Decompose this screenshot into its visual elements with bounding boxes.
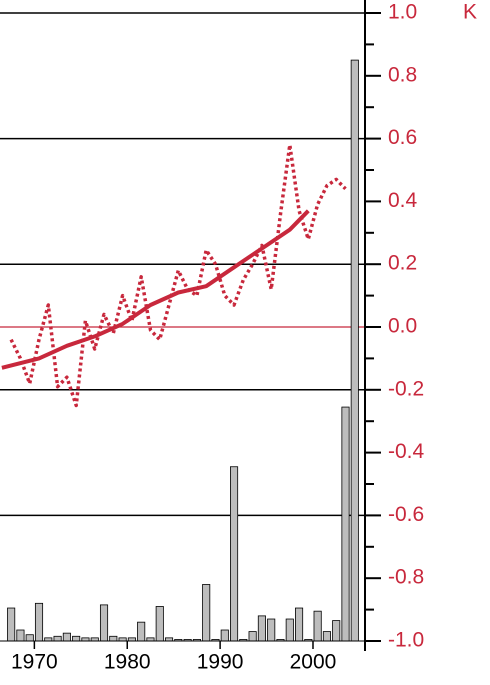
trend-line (1, 209, 310, 370)
y-tick-label: 1.0 (388, 1, 417, 24)
bar (220, 629, 229, 642)
bar (285, 618, 294, 642)
bar (99, 604, 109, 642)
bar (155, 606, 164, 642)
x-tick-label: 2000 (290, 651, 337, 674)
bar (295, 607, 304, 642)
y-tick-label: 0.6 (388, 126, 417, 149)
y-tick-label: 0.2 (388, 252, 417, 275)
y-tick-label: -0.4 (388, 440, 425, 463)
bar (202, 584, 211, 642)
y-tick-label: -1.0 (388, 629, 424, 652)
bar (62, 632, 71, 642)
y-tick-label: -0.8 (388, 566, 424, 589)
bar (257, 615, 266, 642)
bar (72, 635, 81, 642)
bar (137, 621, 146, 642)
bar (109, 635, 118, 642)
bar (230, 466, 239, 642)
bar (322, 631, 331, 642)
y-tick-label: 0.8 (388, 63, 417, 86)
bar (267, 618, 276, 642)
bar (34, 602, 44, 642)
x-tick-label: 1970 (11, 651, 58, 674)
bar (25, 634, 34, 642)
bar (248, 631, 257, 642)
x-tick-label: 1980 (104, 651, 151, 674)
y-tick-label: 0.0 (388, 315, 417, 338)
y-tick-label: -0.6 (388, 503, 424, 526)
unit-label: K (463, 1, 477, 24)
bar (350, 59, 359, 642)
bar (53, 635, 62, 642)
bar (7, 607, 16, 642)
bar (341, 406, 350, 642)
bar (16, 629, 25, 642)
y-tick-label: -0.2 (388, 377, 424, 400)
bar (313, 610, 322, 642)
annual-line (9, 143, 347, 408)
y-tick-label: 0.4 (388, 189, 418, 212)
x-tick-label: 1990 (197, 651, 244, 674)
bar (332, 620, 341, 642)
